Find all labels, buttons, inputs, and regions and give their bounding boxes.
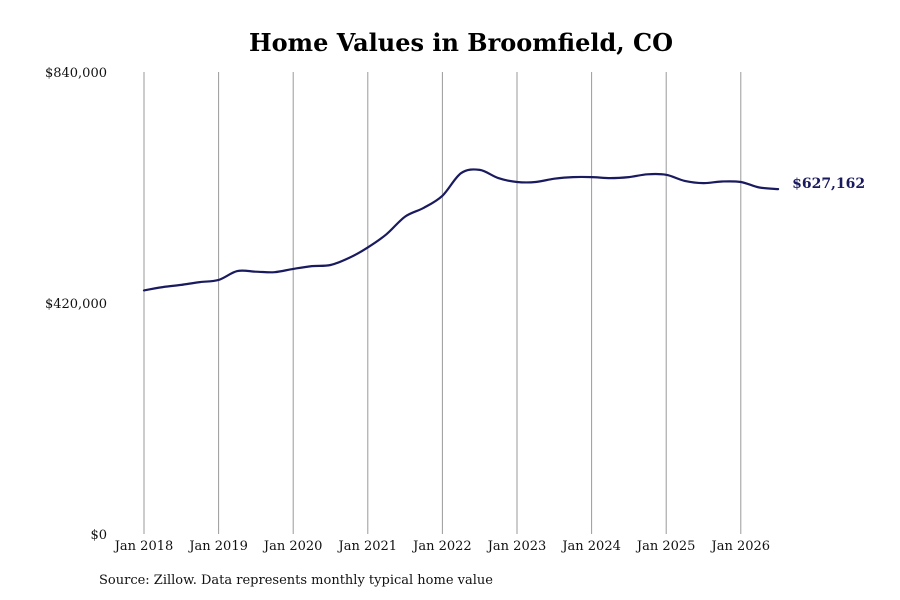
series-layer: $627,162 <box>142 168 865 292</box>
axis-labels: Jan 2018 Jan 2019 Jan 2020 Jan 2021 Jan 2022… <box>45 66 770 554</box>
y-tick-label: $840,000 <box>45 66 107 81</box>
x-tick-label: Jan 2023 <box>486 539 547 554</box>
y-tick-label: $420,000 <box>45 297 107 312</box>
x-tick-label: Jan 2022 <box>411 539 472 554</box>
vertical-gridlines <box>143 72 742 534</box>
x-tick-label: Jan 2018 <box>113 539 174 554</box>
x-tick-label: Jan 2020 <box>262 539 323 554</box>
x-tick-label: Jan 2021 <box>337 539 398 554</box>
x-tick-label: Jan 2019 <box>187 539 248 554</box>
end-value-label: $627,162 <box>792 176 865 192</box>
x-tick-label: Jan 2025 <box>635 539 696 554</box>
y-tick-label: $0 <box>90 528 107 543</box>
x-tick-label: Jan 2024 <box>560 539 621 554</box>
series-line <box>142 168 780 292</box>
chart-title: Home Values in Broomfield, CO <box>249 28 673 57</box>
source-note: Source: Zillow. Data represents monthly … <box>99 573 493 588</box>
x-tick-label: Jan 2026 <box>710 539 771 554</box>
